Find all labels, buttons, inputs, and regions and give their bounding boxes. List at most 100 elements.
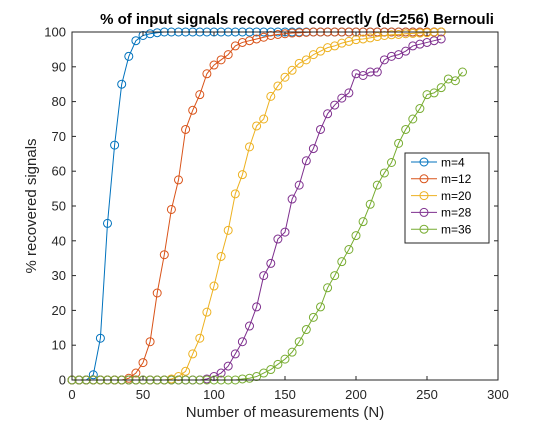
data-point <box>152 288 162 298</box>
x-axis-title: Number of measurements (N) <box>186 404 384 421</box>
legend-marker <box>419 207 429 217</box>
data-point <box>223 225 233 235</box>
data-point <box>365 67 375 77</box>
data-point <box>110 140 120 150</box>
data-point <box>252 34 262 44</box>
data-point <box>188 349 198 359</box>
y-tick-label: 10 <box>52 338 66 353</box>
data-point <box>145 29 155 39</box>
x-tick-label: 50 <box>136 387 150 402</box>
data-point <box>401 46 411 56</box>
y-tick-label: 40 <box>52 233 66 248</box>
data-point <box>117 79 127 89</box>
y-tick-label: 0 <box>59 373 66 388</box>
data-point <box>138 30 148 40</box>
legend-item: m=4 <box>411 155 465 169</box>
data-point <box>415 39 425 49</box>
x-tick-label: 300 <box>487 387 509 402</box>
legend-item: m=28 <box>411 206 472 220</box>
data-point <box>365 199 375 209</box>
data-point <box>209 281 219 291</box>
data-point <box>287 347 297 357</box>
data-point <box>259 114 269 124</box>
data-point <box>280 29 290 39</box>
data-point <box>245 321 254 331</box>
legend-marker <box>419 157 429 167</box>
data-point <box>181 124 191 134</box>
data-point <box>372 67 382 77</box>
data-point <box>273 234 283 244</box>
data-point <box>394 138 404 148</box>
data-point <box>216 55 226 65</box>
y-tick-label: 50 <box>52 199 66 214</box>
y-tick-label: 20 <box>52 303 66 318</box>
data-point <box>330 271 340 281</box>
data-point <box>159 250 169 260</box>
data-point <box>458 67 467 77</box>
data-point <box>209 60 219 70</box>
data-point <box>259 271 269 281</box>
data-point <box>294 337 304 347</box>
ticks-layer: 0 50 100 150 200 250 300 0 10 20 30 40 50 60 70 80 90 100 <box>44 25 509 403</box>
y-tick-label: 100 <box>44 25 66 40</box>
data-point <box>294 28 304 38</box>
data-point <box>429 88 439 98</box>
data-point <box>103 218 112 228</box>
y-tick-label: 30 <box>52 268 66 283</box>
data-point <box>323 283 333 293</box>
data-point <box>152 28 162 38</box>
data-point <box>422 28 432 38</box>
data-point <box>230 349 240 359</box>
data-point <box>181 366 191 376</box>
data-point <box>266 91 276 101</box>
data-point <box>209 372 219 382</box>
legend-item: m=36 <box>411 223 472 237</box>
data-point <box>358 71 368 80</box>
data-point <box>280 72 290 82</box>
data-point <box>379 55 389 65</box>
data-point <box>387 158 396 167</box>
data-point <box>145 337 155 347</box>
data-point <box>344 245 354 254</box>
data-point <box>252 372 262 382</box>
data-point <box>408 41 418 51</box>
data-point <box>202 69 212 79</box>
data-point <box>308 50 318 60</box>
data-point <box>429 36 439 46</box>
data-point <box>436 34 446 44</box>
data-point <box>344 36 354 46</box>
data-point <box>273 359 283 369</box>
data-point <box>245 373 254 383</box>
data-point <box>195 90 205 100</box>
data-point <box>287 28 297 38</box>
data-point <box>245 36 254 46</box>
data-point <box>138 358 148 368</box>
data-point <box>216 251 226 261</box>
x-tick-label: 200 <box>345 387 367 402</box>
data-point <box>237 337 247 347</box>
data-point <box>436 83 446 93</box>
data-point <box>372 32 382 42</box>
data-point <box>301 55 311 65</box>
data-point <box>337 93 347 103</box>
data-point <box>131 36 141 46</box>
data-point <box>230 189 240 199</box>
data-point <box>387 51 396 61</box>
data-point <box>252 121 262 131</box>
legend-label: m=20 <box>441 189 472 203</box>
data-point <box>358 217 368 227</box>
data-point <box>237 37 247 47</box>
data-point <box>422 37 432 47</box>
data-point <box>358 34 368 44</box>
data-point <box>301 325 311 335</box>
data-point <box>259 32 269 42</box>
data-point <box>415 28 425 38</box>
data-point <box>337 38 347 48</box>
data-point <box>266 30 276 40</box>
data-point <box>166 204 176 214</box>
data-point <box>237 374 247 384</box>
data-point <box>280 227 290 237</box>
legend-label: m=28 <box>441 206 472 220</box>
data-point <box>223 361 233 371</box>
